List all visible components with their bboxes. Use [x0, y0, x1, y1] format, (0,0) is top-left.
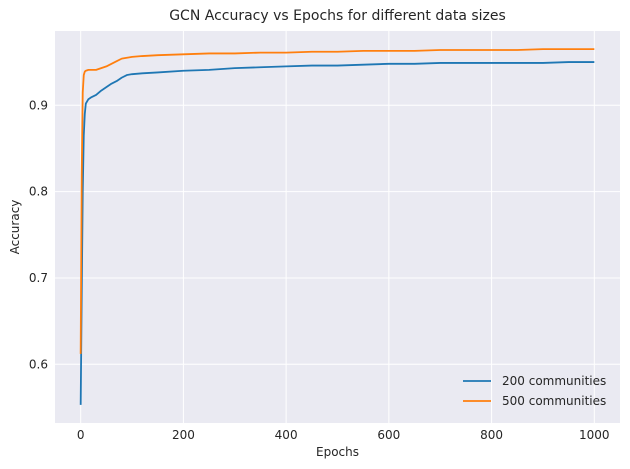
series-line-2 — [79, 48, 595, 354]
chart-title: GCN Accuracy vs Epochs for different dat… — [169, 8, 506, 24]
legend-label-2: 500 communities — [502, 394, 606, 408]
series-layer — [79, 48, 595, 405]
x-tick-label: 400 — [275, 428, 298, 442]
series-line-1 — [79, 61, 595, 405]
tick-layer: 0 200 400 600 800 1000 0.6 0.7 0.8 0.9 — [29, 98, 610, 442]
y-axis-label: Accuracy — [8, 200, 22, 255]
x-tick-label: 1000 — [579, 428, 610, 442]
grid — [55, 31, 620, 423]
legend: 200 communities 500 communities — [463, 374, 606, 408]
x-tick-label: 0 — [77, 428, 85, 442]
x-tick-label: 600 — [377, 428, 400, 442]
y-tick-label: 0.9 — [29, 98, 48, 112]
y-tick-label: 0.7 — [29, 271, 48, 285]
plot-background — [55, 31, 620, 423]
legend-label-1: 200 communities — [502, 374, 606, 388]
x-axis-label: Epochs — [316, 445, 359, 459]
y-tick-label: 0.8 — [29, 185, 48, 199]
x-tick-label: 800 — [480, 428, 503, 442]
y-tick-label: 0.6 — [29, 357, 48, 371]
x-tick-label: 200 — [172, 428, 195, 442]
